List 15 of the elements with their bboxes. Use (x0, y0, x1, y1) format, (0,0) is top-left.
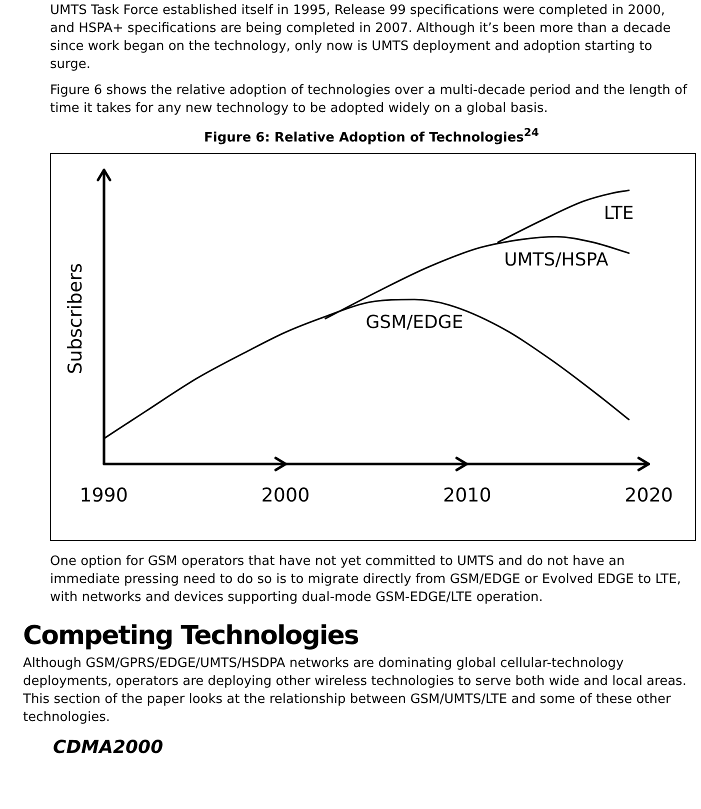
y-axis-title: Subscribers (64, 263, 86, 374)
series-label: LTE (604, 203, 634, 224)
x-tick-label: 2020 (624, 484, 674, 507)
x-tick-label: 2010 (442, 484, 492, 507)
text: UMTS Task Force established itself in 1995, Release 99 specifications were completed in 2000, and HSPA+ specifications are being completed in 2007. Although it’s been more than a decade since work began on the technology, only now is UMTS deployment and adoption starting to surge. (49, 2, 672, 74)
x-tick-label: 1990 (80, 484, 128, 507)
chart-title: Figure 6: Relative Adoption of Technologies$^{24}$ (203, 126, 540, 146)
text: CDMA2000 (53, 737, 164, 758)
text: Competing Technologies (23, 621, 360, 652)
series-label: GSM/EDGE (366, 312, 464, 334)
text: One option for GSM operators that have not yet committed to UMTS and do not have an immediate pressing need to do so is to migrate directly from GSM/EDGE or Evolved EDGE to LTE, with networks and devices supporting dual-mode GSM-EDGE/LTE operation. (49, 553, 682, 608)
text: Although GSM/GPRS/EDGE/UMTS/HSDPA networks are dominating global cellular-technology deployments, operators are deploying other wireless technologies to serve both wide and local areas. This section of the paper looks at the relationship between GSM/UMTS/LTE and some of these other technologies. (22, 655, 688, 728)
x-tick-label: 2000 (261, 484, 310, 507)
series-label: UMTS/HSPA (504, 250, 609, 271)
caption: Figure 6 shows the relative adoption of technologies over a multi-decade period and the length of time it takes for any new technology to be adopted widely on a global basis. (49, 82, 688, 118)
